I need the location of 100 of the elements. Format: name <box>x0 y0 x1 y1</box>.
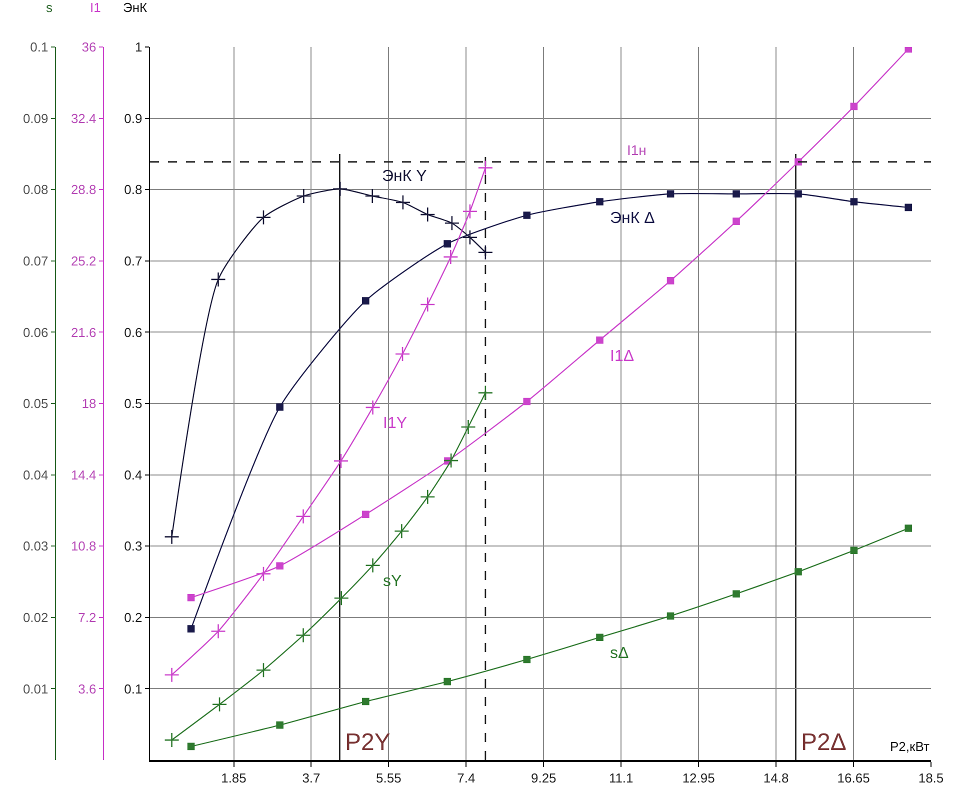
point <box>187 625 195 632</box>
y2-tick-label: 3.6 <box>78 681 96 696</box>
y2-tick-label: 28.8 <box>70 182 96 198</box>
y3-tick-label: 0.09 <box>22 110 48 126</box>
point <box>187 594 195 602</box>
x-tick-label: 9.25 <box>530 770 556 786</box>
point <box>462 230 478 246</box>
y-tick-label: 0.4 <box>124 467 142 482</box>
point <box>478 244 494 260</box>
point <box>332 181 348 197</box>
y3-tick-label: 0.01 <box>22 681 48 696</box>
point <box>362 297 370 304</box>
point <box>443 452 459 468</box>
y2-tick-label: 7.2 <box>78 610 96 625</box>
point <box>523 398 531 406</box>
x-tick-label: 16.65 <box>837 770 870 786</box>
x-tick-label: 11.1 <box>608 770 634 786</box>
point <box>333 453 349 469</box>
y-axis-title: ЭнК <box>123 0 148 15</box>
x-tick-label: 7.4 <box>457 770 476 786</box>
series-label: ЭнК Y <box>382 168 428 185</box>
point <box>850 198 858 206</box>
y3-tick-label: 0.03 <box>22 538 48 554</box>
point <box>666 277 674 284</box>
point <box>443 249 458 265</box>
y-tick-label: 0.2 <box>124 610 142 625</box>
point <box>364 188 380 204</box>
point <box>365 400 380 416</box>
point <box>210 624 226 639</box>
point <box>666 190 674 198</box>
point <box>420 489 436 505</box>
y2-tick-label: 36 <box>82 40 96 55</box>
point <box>296 628 311 643</box>
point <box>478 160 494 176</box>
point <box>732 190 740 198</box>
point <box>444 678 451 686</box>
point <box>732 218 740 225</box>
point <box>596 198 604 206</box>
point <box>276 562 284 570</box>
point <box>794 190 802 198</box>
y2-tick-label: 14.4 <box>70 467 96 482</box>
point <box>420 206 436 222</box>
point <box>904 47 912 53</box>
y2-axis-title: I1 <box>90 0 101 15</box>
point <box>276 721 284 729</box>
y2-tick-label: 25.2 <box>70 253 96 268</box>
point <box>164 732 180 748</box>
point <box>596 634 604 642</box>
point <box>732 590 740 598</box>
x-tick-label: 5.55 <box>376 770 402 786</box>
point <box>362 698 370 706</box>
point <box>904 524 912 532</box>
point <box>596 336 604 344</box>
point <box>904 204 912 212</box>
y-tick-label: 0.8 <box>124 182 142 198</box>
y3-tick-label: 0.05 <box>22 396 48 412</box>
y3-axis-title: s <box>46 0 53 15</box>
point <box>850 102 858 110</box>
y-tick-label: 1 <box>135 40 142 55</box>
ref-line-label: P2Δ <box>801 729 846 756</box>
point <box>460 419 476 435</box>
point <box>296 508 311 524</box>
point <box>276 403 284 411</box>
point <box>256 210 272 226</box>
x-tick-label: 18.5 <box>918 770 944 786</box>
point <box>256 662 272 678</box>
point <box>212 696 228 712</box>
y3-tick-label: 0.04 <box>22 467 48 482</box>
point <box>666 612 674 620</box>
series-label: ЭнК Δ <box>610 210 656 227</box>
point <box>794 568 802 576</box>
point <box>362 510 370 518</box>
point <box>523 212 531 219</box>
ref-line-label: I1н <box>627 142 646 158</box>
point <box>187 742 195 750</box>
x-tick-label: 14.8 <box>763 770 789 786</box>
point <box>523 656 531 664</box>
point <box>256 566 272 582</box>
y3-tick-label: 0.1 <box>30 40 48 55</box>
point <box>164 529 180 544</box>
point <box>394 346 410 362</box>
y3-tick-label: 0.06 <box>22 324 48 340</box>
y3-tick-label: 0.08 <box>22 182 48 198</box>
y-tick-label: 0.9 <box>124 110 142 126</box>
y3-tick-label: 0.02 <box>22 610 48 625</box>
point <box>365 558 380 573</box>
y-tick-label: 0.3 <box>124 538 142 554</box>
y3-tick-label: 0.07 <box>22 253 48 268</box>
y-tick-label: 0.7 <box>124 253 142 268</box>
point <box>420 296 436 312</box>
x-tick-label: 12.95 <box>682 770 715 786</box>
point <box>395 194 411 210</box>
point <box>164 667 180 682</box>
point <box>444 215 460 231</box>
point <box>444 240 451 248</box>
y-tick-label: 0.5 <box>124 396 142 412</box>
y-tick-label: 0.6 <box>124 324 142 340</box>
y2-tick-label: 32.4 <box>70 110 96 126</box>
x-tick-label: 1.85 <box>221 770 246 786</box>
x-tick-label: 3.7 <box>302 770 320 786</box>
